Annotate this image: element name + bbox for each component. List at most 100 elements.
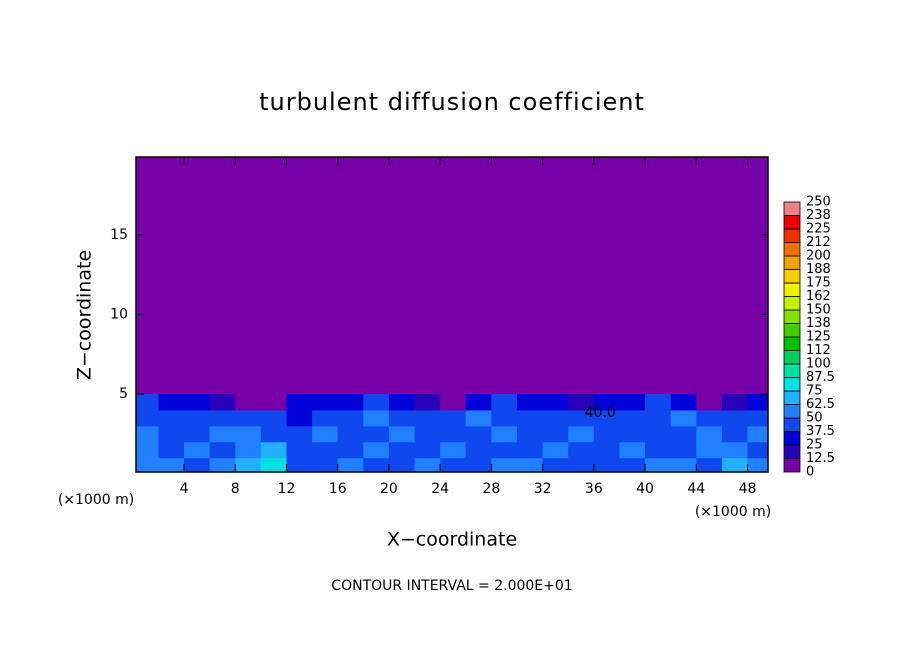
field-cell	[337, 425, 364, 443]
field-cell	[747, 425, 768, 443]
field-cell	[235, 441, 262, 459]
field-cell	[260, 457, 287, 472]
field-cell	[260, 441, 287, 459]
field-cell	[593, 425, 620, 443]
colorbar-box	[783, 444, 801, 459]
colorbar-box	[783, 296, 801, 311]
field-cell	[260, 394, 287, 411]
field-cell	[491, 457, 518, 472]
colorbar-label: 100	[806, 357, 831, 372]
field-cell	[645, 409, 672, 427]
field-cell	[593, 409, 620, 427]
field-cell	[721, 457, 749, 472]
field-cell	[516, 394, 544, 411]
field-cell	[337, 394, 364, 411]
field-cell	[516, 441, 544, 459]
field-cell	[312, 394, 339, 411]
y-axis-label: Z−coordinate	[74, 250, 96, 380]
field-cell	[388, 441, 416, 459]
annotation: 40.0	[585, 405, 616, 421]
field-cell	[286, 457, 313, 472]
field-cell	[414, 394, 441, 411]
colorbar-box	[783, 404, 801, 419]
field-cell	[593, 457, 620, 472]
field-cell	[414, 457, 441, 472]
field-cell	[516, 425, 544, 443]
field-cell	[184, 441, 211, 459]
colorbar-label: 250	[806, 195, 831, 210]
colorbar-label: 225	[806, 222, 831, 237]
field-cell	[568, 425, 595, 443]
field-cell	[670, 457, 697, 472]
field-cell	[388, 394, 416, 411]
colorbar-label: 188	[806, 262, 831, 277]
field-cell	[184, 457, 211, 472]
colorbar-label: 25	[806, 438, 823, 453]
colorbar-label: 238	[806, 208, 831, 223]
colorbar-box	[783, 309, 801, 324]
colorbar-box	[783, 282, 801, 297]
x-tick-label: 32	[534, 481, 552, 497]
colorbar-label: 62.5	[806, 397, 835, 412]
field-cell	[337, 441, 364, 459]
field-cell	[209, 409, 236, 427]
field-cell	[619, 394, 646, 411]
field-cell	[747, 394, 768, 411]
field-cell	[747, 409, 768, 427]
field-cell	[619, 457, 646, 472]
colorbar-box	[783, 201, 801, 216]
field-cell	[260, 425, 287, 443]
field-cell	[465, 394, 492, 411]
field-cell	[286, 441, 313, 459]
field-cell	[440, 425, 467, 443]
colorbar-label: 138	[806, 316, 831, 331]
field-cell	[721, 425, 749, 443]
colorbar-box	[783, 350, 801, 365]
field-cell	[388, 425, 416, 443]
field-cell	[568, 409, 595, 427]
colorbar-label: 112	[806, 343, 831, 358]
field-cell	[388, 457, 416, 472]
colorbar-box	[783, 363, 801, 378]
field-cell	[337, 457, 364, 472]
field-cell	[158, 409, 185, 427]
x-tick-label: 48	[739, 481, 757, 497]
colorbar-label: 200	[806, 249, 831, 264]
field-cell	[645, 425, 672, 443]
field-cell	[747, 457, 768, 472]
field-cell	[491, 441, 518, 459]
field-cell	[235, 457, 262, 472]
field-cell	[465, 409, 492, 427]
field-cell	[260, 409, 287, 427]
field-cell	[542, 457, 569, 472]
field-cell	[158, 457, 185, 472]
field-cell	[235, 425, 262, 443]
x-tick-label: 16	[329, 481, 347, 497]
field-cell	[645, 457, 672, 472]
x-tick-label: 20	[380, 481, 398, 497]
field-cell	[312, 409, 339, 427]
field-cell	[184, 425, 211, 443]
field-cell	[414, 409, 441, 427]
field-cell	[593, 441, 620, 459]
field-cell	[465, 457, 492, 472]
field-cell	[286, 409, 313, 427]
field-cell	[235, 409, 262, 427]
field	[136, 157, 768, 472]
field-cell	[312, 441, 339, 459]
colorbar-label: 0	[806, 465, 814, 480]
y-tick-label: 5	[119, 386, 128, 402]
field-cell	[363, 425, 390, 443]
field-cell	[414, 425, 441, 443]
field-cell	[645, 441, 672, 459]
field-cell	[235, 394, 262, 411]
colorbar-box	[783, 431, 801, 446]
field-cell	[465, 425, 492, 443]
contour-interval: CONTOUR INTERVAL = 2.000E+01	[331, 578, 572, 594]
field-cell	[670, 409, 697, 427]
field-cell	[696, 457, 723, 472]
x-tick-label: 36	[585, 481, 603, 497]
field-cell	[363, 409, 390, 427]
field-cell	[721, 394, 749, 411]
field-cell	[516, 457, 544, 472]
